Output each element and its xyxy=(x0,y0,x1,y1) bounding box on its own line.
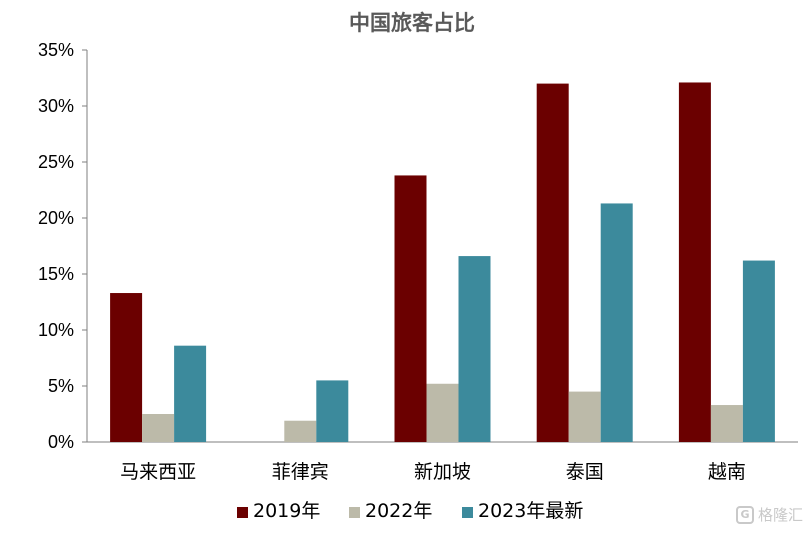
x-axis: 马来西亚 菲律宾 新加坡 泰国 越南 xyxy=(87,441,798,483)
legend-swatch xyxy=(349,507,360,518)
x-tick-label: 越南 xyxy=(708,461,746,483)
bar xyxy=(710,405,743,442)
y-tick-label: 20% xyxy=(38,208,74,228)
y-tick-label: 15% xyxy=(38,264,74,284)
y-tick-label: 0% xyxy=(48,432,74,452)
y-tick-label: 10% xyxy=(38,320,74,340)
bars xyxy=(110,82,775,442)
bar xyxy=(536,83,569,442)
y-tick-label: 5% xyxy=(48,376,74,396)
x-tick-label: 马来西亚 xyxy=(120,461,196,483)
bar xyxy=(316,380,349,442)
legend: 2019年 2022年 2023年最新 xyxy=(237,500,583,522)
chart-title: 中国旅客占比 xyxy=(349,11,475,35)
bar xyxy=(394,175,427,442)
bar xyxy=(742,260,775,442)
bar xyxy=(458,256,491,442)
y-tick-label: 35% xyxy=(38,40,74,60)
G-logo-icon: G xyxy=(735,505,754,524)
y-tick-label: 30% xyxy=(38,96,74,116)
legend-swatch xyxy=(237,507,248,518)
y-axis: 0% 5% 10% 15% 20% 25% 30% 35% xyxy=(38,40,88,452)
y-tick-label: 25% xyxy=(38,152,74,172)
legend-label: 2023年最新 xyxy=(478,500,583,522)
watermark: G 格隆汇 xyxy=(735,504,803,525)
x-tick-label: 菲律宾 xyxy=(272,461,329,483)
x-tick-label: 泰国 xyxy=(566,461,604,483)
bar xyxy=(600,203,633,442)
bar xyxy=(426,383,459,442)
x-tick-label: 新加坡 xyxy=(414,461,471,483)
bar xyxy=(284,420,317,442)
bar xyxy=(678,82,711,442)
bar xyxy=(142,414,175,442)
bar xyxy=(568,391,601,442)
legend-label: 2022年 xyxy=(365,500,432,522)
watermark-text: 格隆汇 xyxy=(757,506,803,524)
bar xyxy=(110,293,143,442)
legend-label: 2019年 xyxy=(253,500,320,522)
bar xyxy=(174,345,207,442)
legend-swatch xyxy=(462,507,473,518)
